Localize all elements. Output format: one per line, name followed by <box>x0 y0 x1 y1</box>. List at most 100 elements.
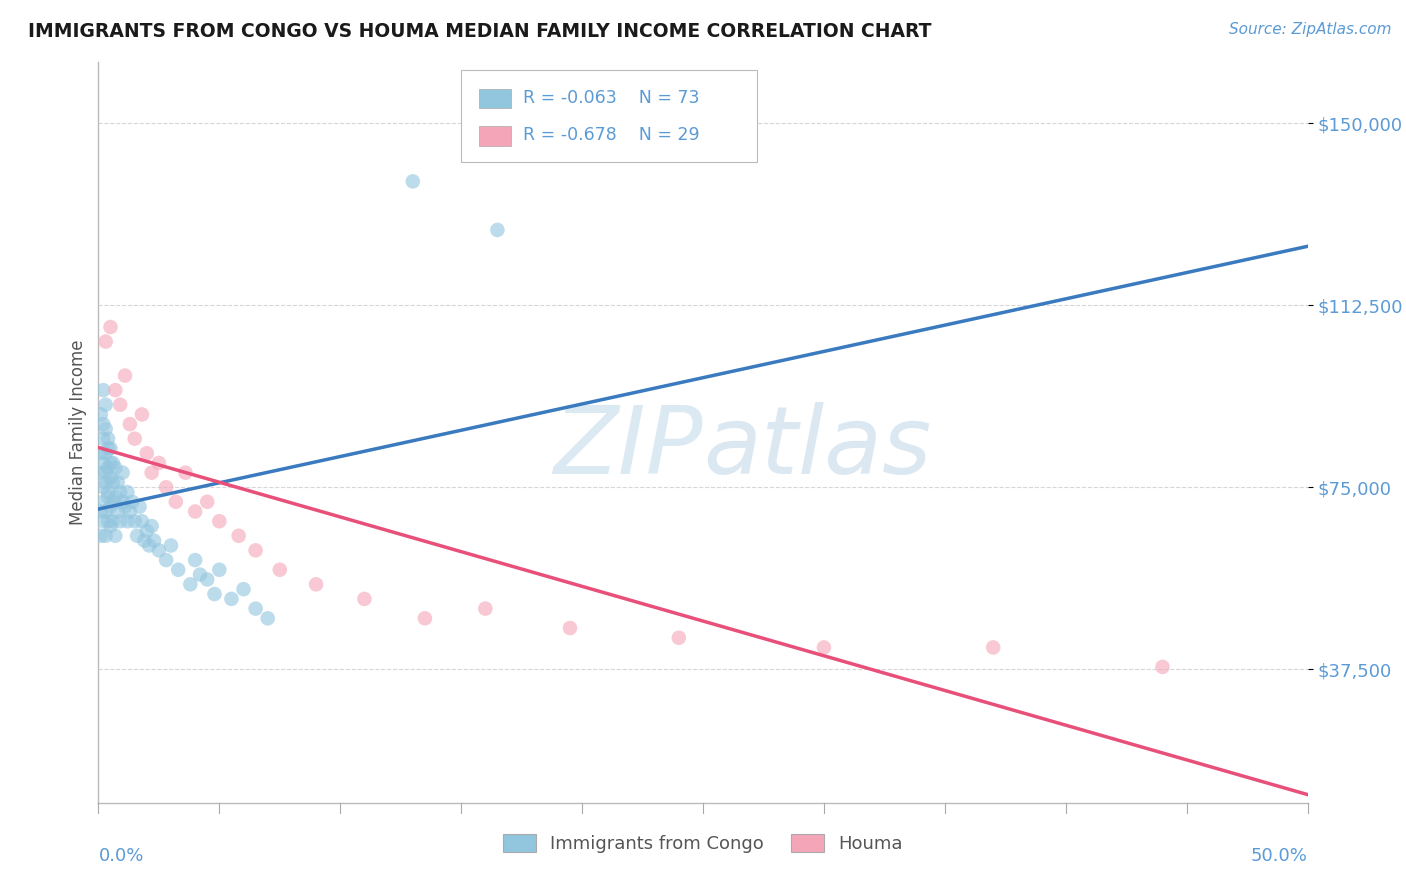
Point <box>101 495 124 509</box>
Point <box>104 529 127 543</box>
Point <box>131 408 153 422</box>
Point <box>111 466 134 480</box>
Point <box>221 591 243 606</box>
Point <box>269 563 291 577</box>
Point <box>108 514 131 528</box>
Point <box>305 577 328 591</box>
Point <box>135 446 157 460</box>
Point <box>100 500 122 514</box>
Text: ZIP: ZIP <box>554 402 703 493</box>
Point <box>97 442 120 456</box>
Point <box>94 504 117 518</box>
Point <box>108 485 131 500</box>
Point <box>135 524 157 538</box>
Point <box>97 432 120 446</box>
Point <box>138 539 160 553</box>
Point <box>128 500 150 514</box>
Point <box>141 519 163 533</box>
Text: IMMIGRANTS FROM CONGO VS HOUMA MEDIAN FAMILY INCOME CORRELATION CHART: IMMIGRANTS FROM CONGO VS HOUMA MEDIAN FA… <box>28 22 932 41</box>
Point <box>107 504 129 518</box>
Point <box>155 480 177 494</box>
Point <box>94 334 117 349</box>
Point <box>104 383 127 397</box>
Point <box>97 490 120 504</box>
Point <box>108 398 131 412</box>
Point <box>143 533 166 548</box>
Point <box>94 466 117 480</box>
Point <box>179 577 201 591</box>
Point <box>117 485 139 500</box>
Text: 50.0%: 50.0% <box>1251 847 1308 865</box>
FancyBboxPatch shape <box>479 127 510 145</box>
Point <box>232 582 254 597</box>
Point <box>160 539 183 553</box>
Point <box>107 475 129 490</box>
Point <box>94 422 117 436</box>
Point <box>111 495 134 509</box>
Point <box>91 514 114 528</box>
Point <box>94 446 117 460</box>
Point <box>353 591 375 606</box>
Point <box>91 417 114 431</box>
Point <box>208 563 231 577</box>
Point <box>486 223 509 237</box>
Point <box>101 514 124 528</box>
Point <box>100 456 122 470</box>
Point <box>124 432 146 446</box>
Point <box>167 563 190 577</box>
Point <box>90 504 112 518</box>
Text: 0.0%: 0.0% <box>98 847 143 865</box>
Point <box>100 442 122 456</box>
Point <box>148 456 170 470</box>
Point <box>981 640 1004 655</box>
Point <box>245 543 267 558</box>
Text: R = -0.678    N = 29: R = -0.678 N = 29 <box>523 126 699 145</box>
Point <box>90 466 112 480</box>
Point <box>94 475 117 490</box>
Point <box>245 601 267 615</box>
Point <box>100 470 122 484</box>
Point <box>148 543 170 558</box>
Point <box>104 490 127 504</box>
Point <box>97 460 120 475</box>
Point <box>114 500 136 514</box>
Point <box>100 519 122 533</box>
Point <box>131 514 153 528</box>
Point <box>94 398 117 412</box>
Point <box>94 529 117 543</box>
Point <box>104 460 127 475</box>
Point <box>228 529 250 543</box>
Point <box>124 514 146 528</box>
FancyBboxPatch shape <box>461 70 758 162</box>
Point <box>90 408 112 422</box>
Point <box>127 529 149 543</box>
Point <box>91 456 114 470</box>
Point <box>474 601 496 615</box>
Point <box>118 417 141 431</box>
Point <box>134 533 156 548</box>
Point <box>121 495 143 509</box>
Point <box>114 368 136 383</box>
Point <box>91 383 114 397</box>
Text: Source: ZipAtlas.com: Source: ZipAtlas.com <box>1229 22 1392 37</box>
Point <box>195 573 218 587</box>
Point <box>558 621 581 635</box>
Point <box>101 456 124 470</box>
Point <box>97 485 120 500</box>
Point <box>101 475 124 490</box>
FancyBboxPatch shape <box>479 89 510 109</box>
Point <box>668 631 690 645</box>
Point <box>402 174 425 188</box>
Point <box>813 640 835 655</box>
Point <box>188 567 211 582</box>
Point <box>90 446 112 460</box>
Point <box>100 320 122 334</box>
Point <box>91 432 114 446</box>
Point <box>165 495 187 509</box>
Point <box>155 553 177 567</box>
Point <box>141 466 163 480</box>
Point <box>256 611 278 625</box>
Point <box>413 611 436 625</box>
Point <box>90 529 112 543</box>
Point <box>174 466 197 480</box>
